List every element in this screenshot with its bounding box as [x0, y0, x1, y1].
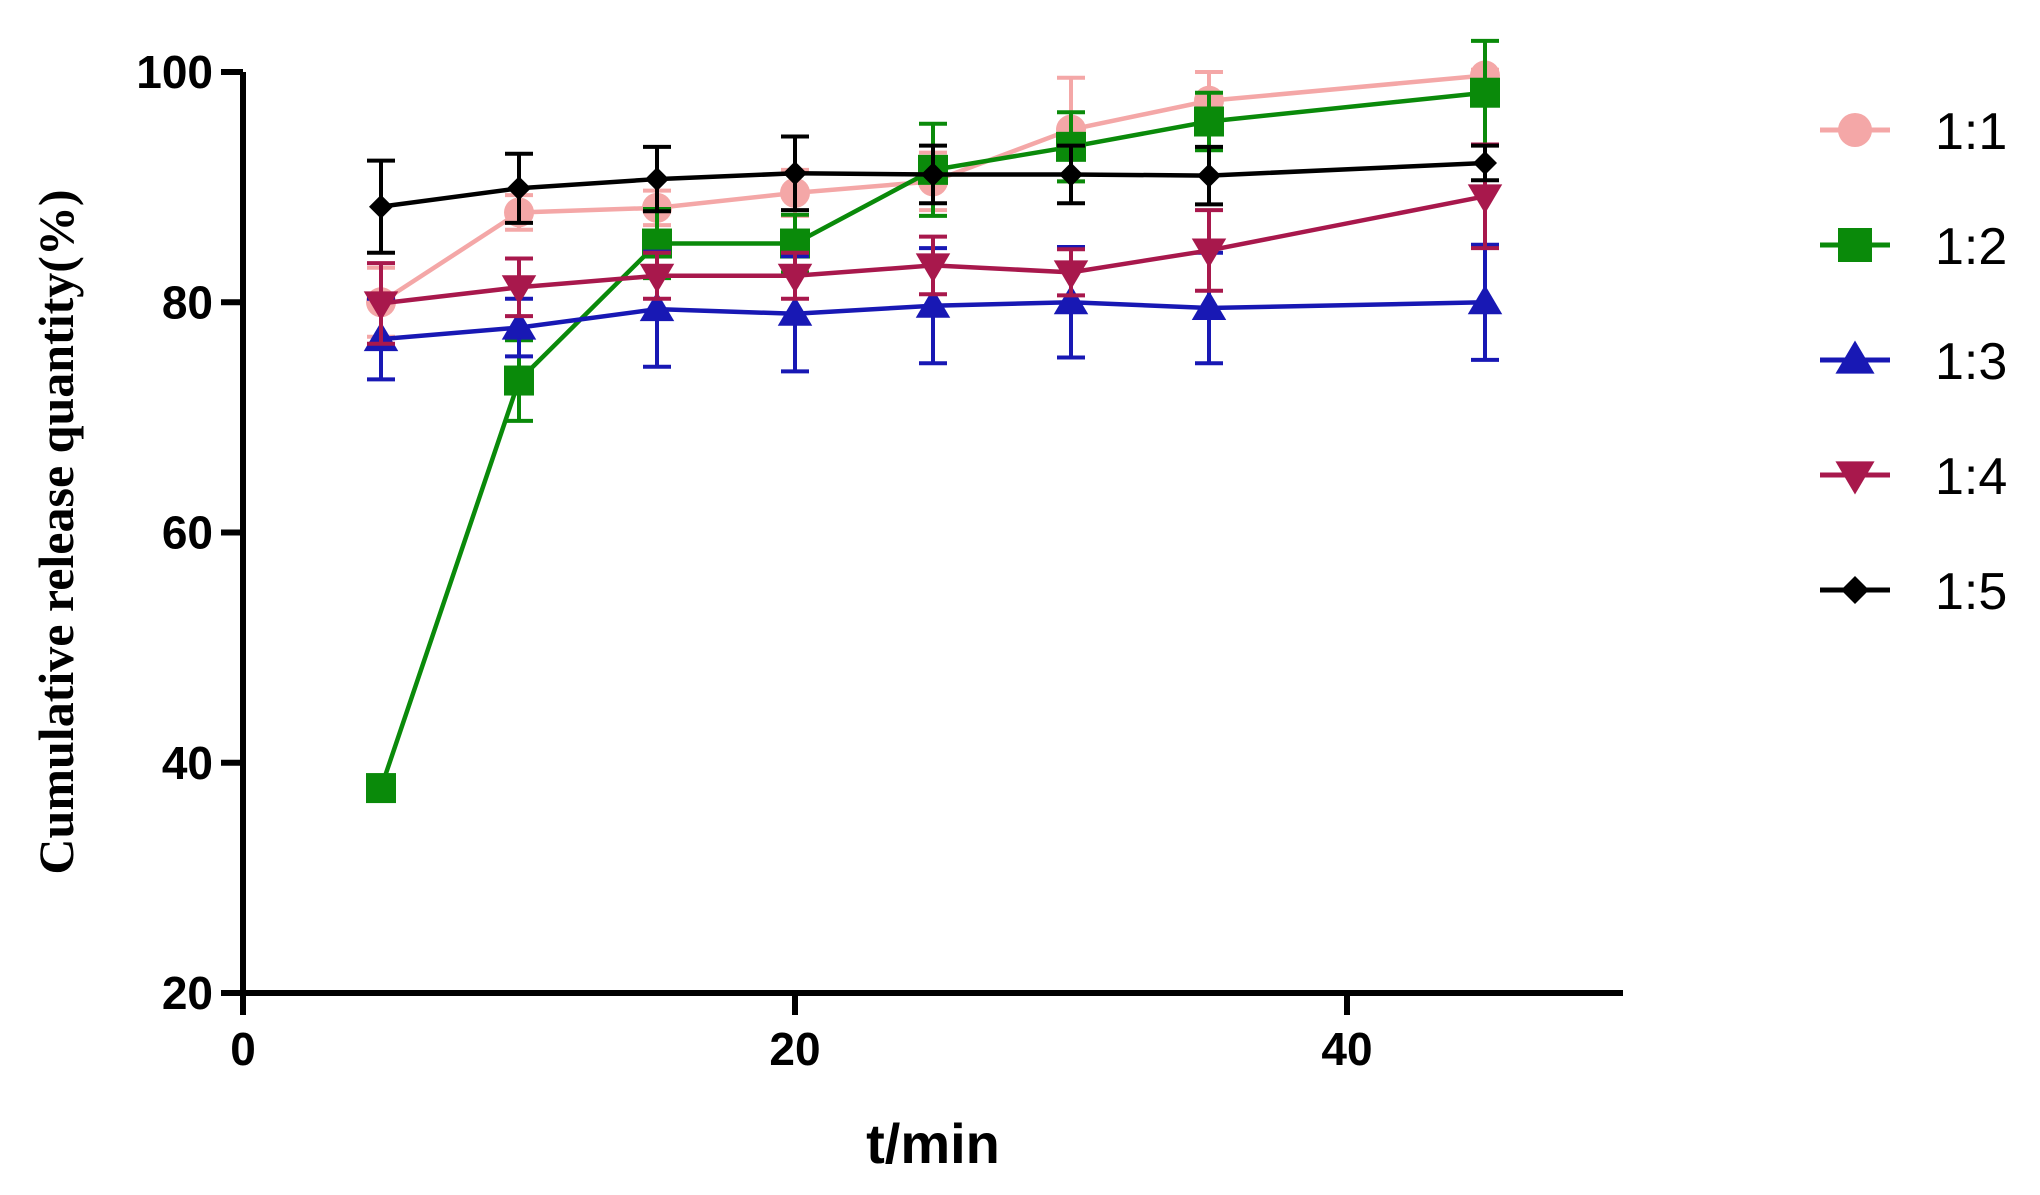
data-point	[783, 161, 807, 186]
data-point	[915, 288, 951, 318]
data-point	[639, 263, 675, 294]
y-tick-label: 80	[162, 276, 213, 328]
y-tick-label: 100	[136, 46, 213, 98]
data-point	[501, 275, 537, 305]
data-point	[1197, 163, 1221, 188]
data-point	[1053, 285, 1089, 315]
series-line	[378, 90, 1486, 789]
legend-item: 1:3	[1820, 333, 2007, 391]
legend-label: 1:5	[1935, 563, 2007, 621]
legend-label: 1:2	[1935, 218, 2007, 276]
data-point	[1467, 285, 1503, 315]
data-point	[501, 310, 537, 340]
data-point	[645, 167, 669, 192]
series-line	[380, 299, 1486, 342]
legend-label: 1:1	[1935, 103, 2007, 161]
data-point	[1473, 150, 1497, 175]
y-tick-label: 20	[162, 967, 213, 1019]
data-point	[1191, 290, 1227, 321]
legend-item: 1:1	[1820, 103, 2007, 161]
legend-item: 1:5	[1820, 563, 2007, 621]
x-tick-label: 40	[1321, 1023, 1372, 1075]
data-point	[1191, 238, 1227, 268]
legend-item: 1:2	[1820, 218, 2007, 276]
legend-label: 1:4	[1935, 448, 2007, 506]
data-point	[1053, 260, 1089, 290]
data-point	[366, 773, 396, 804]
data-point	[1194, 106, 1224, 137]
series-layer	[363, 38, 1503, 804]
data-point	[363, 291, 399, 321]
x-tick-label: 20	[769, 1023, 820, 1075]
data-point	[915, 253, 951, 283]
legend-marker	[1835, 340, 1875, 374]
data-point	[1470, 77, 1500, 108]
series-line	[379, 73, 1486, 305]
y-axis-title: Cumulative release quantity(%)	[28, 189, 84, 874]
legend-label: 1:3	[1935, 333, 2007, 391]
x-tick-label: 0	[230, 1023, 256, 1075]
legend: 1:1 1:2 1:3 1:4 1:5	[1820, 103, 2007, 621]
data-point	[921, 162, 945, 187]
legend-marker	[1838, 228, 1872, 262]
legend-marker	[1835, 461, 1875, 495]
series-1-5	[367, 134, 1499, 255]
legend-item: 1:4	[1820, 448, 2007, 506]
data-point	[777, 296, 813, 326]
data-point	[369, 194, 393, 219]
data-point	[504, 365, 534, 396]
series-line	[380, 194, 1486, 306]
data-point	[1059, 162, 1083, 187]
data-point	[639, 291, 675, 322]
series-1-4	[363, 142, 1503, 346]
tick-layer: 20 40 60 80 100 0 20 40	[136, 46, 1372, 1075]
y-tick-label: 40	[162, 737, 213, 789]
data-point	[507, 176, 531, 201]
data-point	[1467, 184, 1503, 214]
legend-marker	[1841, 576, 1869, 604]
legend-marker	[1838, 113, 1872, 147]
data-point	[777, 263, 813, 294]
x-axis-title: t/min	[866, 1112, 1000, 1175]
series-line	[380, 160, 1486, 209]
y-tick-label: 60	[162, 507, 213, 559]
